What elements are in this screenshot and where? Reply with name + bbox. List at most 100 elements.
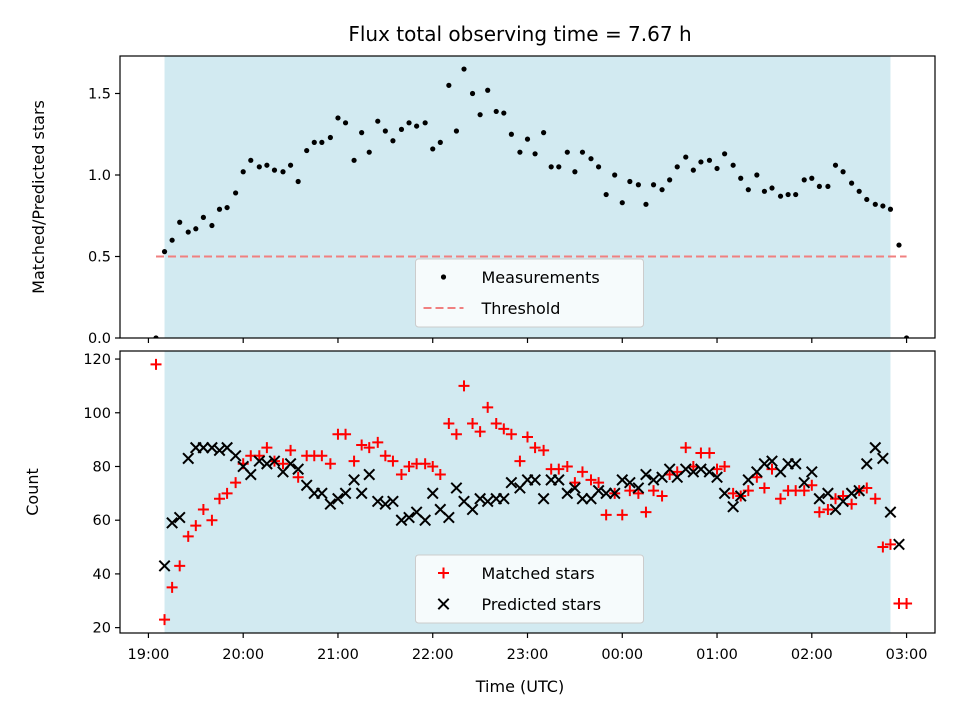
count-legend: Matched stars Predicted stars bbox=[415, 554, 644, 624]
predicted-stars-point bbox=[608, 487, 621, 500]
measurements-point bbox=[896, 242, 902, 248]
matched-stars-point bbox=[758, 482, 770, 494]
matched-stars-point bbox=[846, 498, 858, 510]
measurements-point bbox=[548, 164, 554, 170]
ratio-y-tick-label: 0.0 bbox=[88, 331, 111, 347]
measurements-point bbox=[793, 191, 799, 198]
measurements-point bbox=[769, 185, 775, 191]
legend-marker-x bbox=[437, 598, 450, 610]
matched-stars-point bbox=[214, 493, 226, 505]
measurements-point bbox=[430, 146, 436, 152]
predicted-stars-point bbox=[623, 476, 636, 489]
measurements-point bbox=[216, 206, 223, 212]
predicted-stars-point bbox=[758, 457, 771, 470]
matched-stars-point bbox=[434, 469, 446, 481]
predicted-stars-point bbox=[260, 457, 273, 470]
predicted-stars-point bbox=[561, 487, 574, 500]
measurements-point bbox=[209, 222, 215, 229]
measurements-point bbox=[375, 118, 381, 124]
chart-title: Flux total observing time = 7.67 h bbox=[348, 22, 691, 46]
measurements-point bbox=[698, 159, 704, 165]
predicted-stars-point bbox=[268, 455, 281, 468]
predicted-stars-point bbox=[576, 492, 589, 505]
measurements-point bbox=[193, 226, 199, 232]
measurements-point bbox=[588, 156, 594, 162]
predicted-stars-point bbox=[616, 474, 629, 486]
matched-stars-point bbox=[837, 490, 849, 502]
matched-stars-point bbox=[656, 490, 668, 502]
predicted-stars-point bbox=[727, 500, 740, 513]
predicted-stars-point bbox=[766, 455, 778, 468]
predicted-stars-point bbox=[395, 514, 408, 527]
matched-stars-point bbox=[529, 442, 541, 454]
predicted-stars-point bbox=[679, 463, 692, 476]
measurements-point bbox=[359, 130, 365, 136]
matched-stars-point bbox=[884, 538, 896, 550]
measurements-point bbox=[887, 206, 894, 212]
measurements-point bbox=[406, 120, 412, 126]
matched-stars-point bbox=[553, 463, 565, 475]
measurements-point bbox=[185, 229, 191, 235]
measurements-point bbox=[295, 178, 301, 185]
predicted-stars-point bbox=[869, 441, 882, 454]
ratio-y-tick-label: 1.0 bbox=[88, 168, 111, 184]
matched-stars-point bbox=[751, 471, 763, 483]
matched-stars-point bbox=[648, 485, 660, 497]
measurements-point bbox=[304, 147, 310, 154]
x-tick-label: 20:00 bbox=[222, 647, 264, 663]
measurements-point bbox=[256, 164, 262, 170]
measurements-point bbox=[517, 149, 523, 155]
count-y-axis-label: Count bbox=[23, 468, 42, 516]
matched-stars-point bbox=[197, 503, 209, 515]
measurements-point bbox=[508, 131, 514, 137]
predicted-stars-point bbox=[442, 511, 455, 524]
measurements-point bbox=[264, 162, 270, 168]
matched-stars-point bbox=[798, 485, 810, 497]
count-subplot: 20 40 60 80 100 120 19:00 20:00 21:00 22:00 23:00 0… bbox=[83, 350, 936, 663]
matched-stars-point bbox=[869, 493, 881, 505]
predicted-stars-point bbox=[537, 492, 550, 505]
measurements-point bbox=[446, 82, 452, 88]
measurements-point bbox=[224, 204, 230, 211]
x-tick-label: 01:00 bbox=[696, 647, 738, 663]
count-plot-area bbox=[150, 358, 913, 626]
measurements-point bbox=[319, 139, 325, 145]
measurements-point bbox=[177, 219, 183, 225]
legend-box bbox=[415, 258, 644, 328]
matched-stars-point bbox=[703, 447, 715, 459]
predicted-stars-point bbox=[703, 465, 716, 478]
predicted-stars-point bbox=[647, 474, 660, 486]
matched-stars-point bbox=[467, 418, 479, 430]
predicted-stars-point bbox=[632, 482, 645, 494]
predicted-stars-point bbox=[339, 487, 352, 500]
measurements-point bbox=[730, 162, 736, 168]
measurements-point bbox=[477, 112, 483, 118]
measurements-point bbox=[872, 201, 878, 207]
x-tick-label: 23:00 bbox=[507, 647, 549, 663]
measurements-point bbox=[422, 120, 428, 126]
measurements-point bbox=[849, 180, 855, 186]
predicted-stars-point bbox=[813, 492, 826, 505]
matched-stars-point bbox=[585, 474, 597, 486]
predicted-stars-point bbox=[789, 457, 802, 470]
predicted-stars-point bbox=[466, 503, 479, 516]
predicted-stars-point bbox=[893, 538, 905, 551]
measurements-point bbox=[816, 183, 822, 190]
measurements-point bbox=[200, 214, 206, 220]
predicted-stars-point bbox=[419, 514, 432, 527]
legend-label: Predicted stars bbox=[482, 595, 602, 614]
measurements-point bbox=[825, 183, 831, 190]
matched-stars-point bbox=[190, 520, 202, 532]
predicted-stars-point bbox=[592, 484, 605, 497]
matched-stars-point bbox=[395, 469, 407, 481]
measurements-point bbox=[169, 237, 175, 243]
matched-stars-point bbox=[474, 426, 486, 438]
predicted-stars-point bbox=[206, 441, 218, 454]
measurements-point bbox=[690, 167, 696, 173]
matched-stars-point bbox=[261, 442, 273, 454]
measurements-point bbox=[801, 177, 807, 183]
measurements-point bbox=[485, 87, 491, 93]
predicted-stars-point bbox=[324, 498, 337, 510]
measurements-point bbox=[335, 115, 341, 121]
measurements-point bbox=[398, 126, 405, 132]
